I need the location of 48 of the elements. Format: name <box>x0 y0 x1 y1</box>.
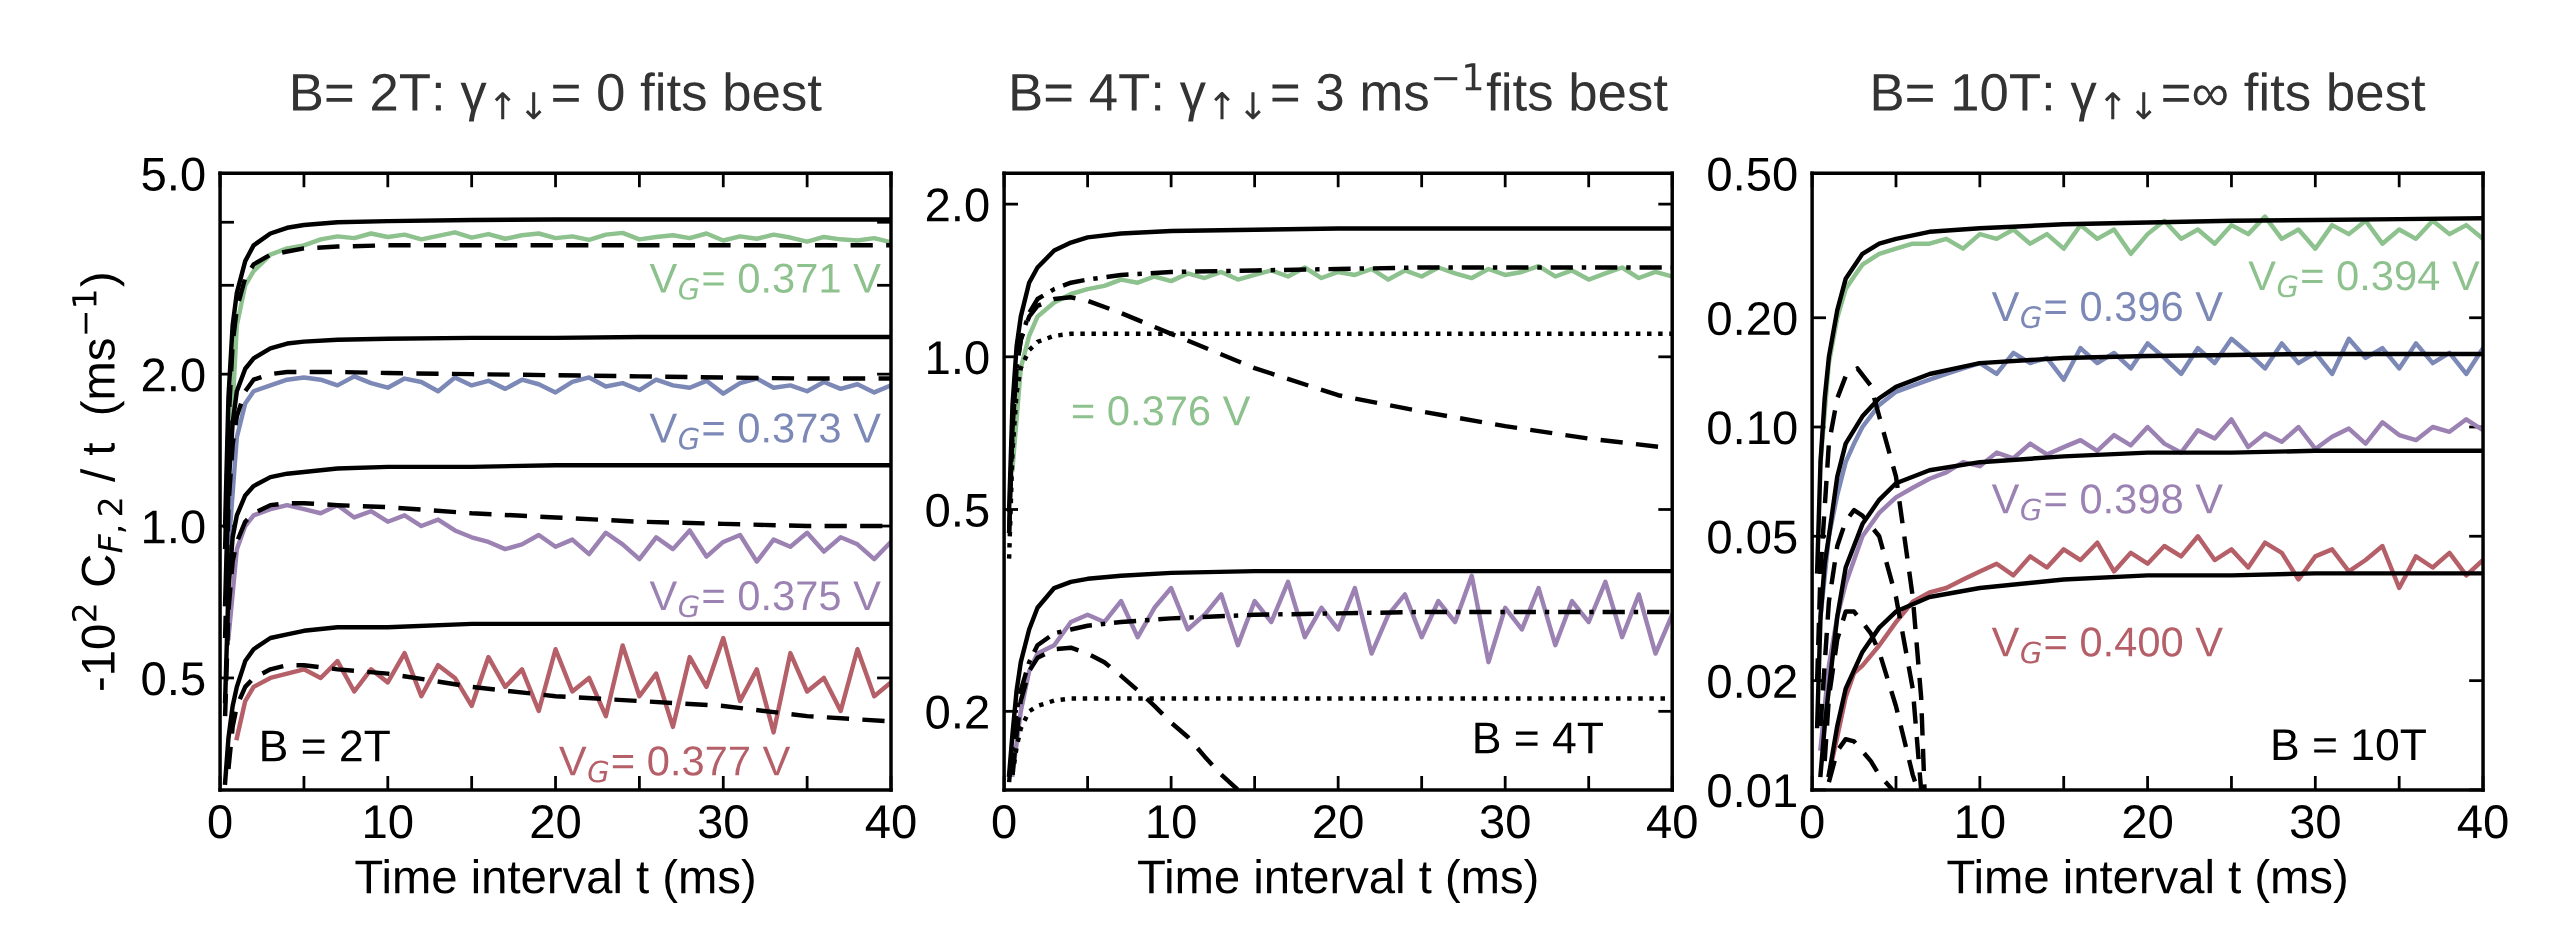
y-tick-label: 0.50 <box>1708 157 1797 191</box>
y-tick-label: 5.0 <box>142 157 205 191</box>
x-tick-label: 0 <box>1800 805 1824 839</box>
x-tick-label: 10 <box>1957 805 2005 839</box>
y-tick-label: 0.10 <box>1708 411 1797 445</box>
y-tick-label: 1.0 <box>928 340 989 375</box>
y-axis-title: -10$^{2}$ C$_{F,2}$ / t (ms$^{−1}$) <box>71 274 127 690</box>
x-tick-label: 0 <box>208 805 232 839</box>
x-tick-label: 40 <box>2457 805 2508 839</box>
series-label: V$_{G}$= 0.400 V <box>1991 627 2223 664</box>
series-label: V$_{G}$= 0.394 V <box>2248 261 2480 298</box>
series-label: V$_{G}$= 0.377 V <box>559 746 791 783</box>
series-label: V$_{G}$= 0.375 V <box>649 580 881 618</box>
series-label: V$_{G}$= 0.396 V <box>1991 291 2223 329</box>
x-axis-title: Time interval t (ms) <box>1138 858 1537 903</box>
x-axis-title: Time interval t (ms) <box>1947 858 2346 903</box>
chart-title: B= 10T: γ$_{↑↓}$=∞ fits best <box>1873 72 2426 122</box>
series-label: V$_{G}$= 0.398 V <box>1991 484 2223 521</box>
y-tick-label: 0.2 <box>926 695 988 729</box>
x-tick-label: 0 <box>992 805 1016 839</box>
annotation: B = 10T <box>2273 729 2426 761</box>
x-tick-label: 30 <box>698 805 748 839</box>
y-tick-label: 0.05 <box>1708 520 1797 554</box>
series-label: V$_{G}$= 0.371 V <box>649 263 881 300</box>
chart-title: B= 2T: γ$_{↑↓}$= 0 fits best <box>293 72 822 122</box>
y-tick-label: 2.0 <box>142 358 205 392</box>
x-tick-label: 40 <box>1647 805 1697 839</box>
y-tick-label: 0.02 <box>1708 664 1796 699</box>
series-label: = 0.376 V <box>1072 396 1251 426</box>
x-tick-label: 10 <box>1148 805 1196 839</box>
x-tick-label: 20 <box>1314 805 1363 839</box>
y-tick-label: 0.5 <box>142 662 205 696</box>
y-tick-label: 0.01 <box>1708 774 1796 808</box>
x-tick-label: 10 <box>365 805 413 839</box>
x-tick-label: 40 <box>865 805 916 839</box>
x-tick-label: 30 <box>1480 805 1530 839</box>
x-tick-label: 20 <box>531 805 580 839</box>
series-label: V$_{G}$= 0.373 V <box>649 413 881 450</box>
y-tick-label: 2.0 <box>926 188 989 222</box>
x-tick-label: 20 <box>2123 805 2172 839</box>
chart-title: B= 4T: γ$_{↑↓}$= 3 ms$^{−1}$fits best <box>1012 63 1668 122</box>
x-tick-label: 30 <box>2290 805 2340 839</box>
y-tick-label: 1.0 <box>144 510 205 544</box>
x-axis-title: Time interval t (ms) <box>355 858 754 903</box>
y-tick-label: 0.20 <box>1708 301 1797 336</box>
y-tick-label: 0.5 <box>926 493 989 528</box>
annotation: B = 4T <box>1475 722 1603 754</box>
annotation: B = 2T <box>262 730 390 762</box>
